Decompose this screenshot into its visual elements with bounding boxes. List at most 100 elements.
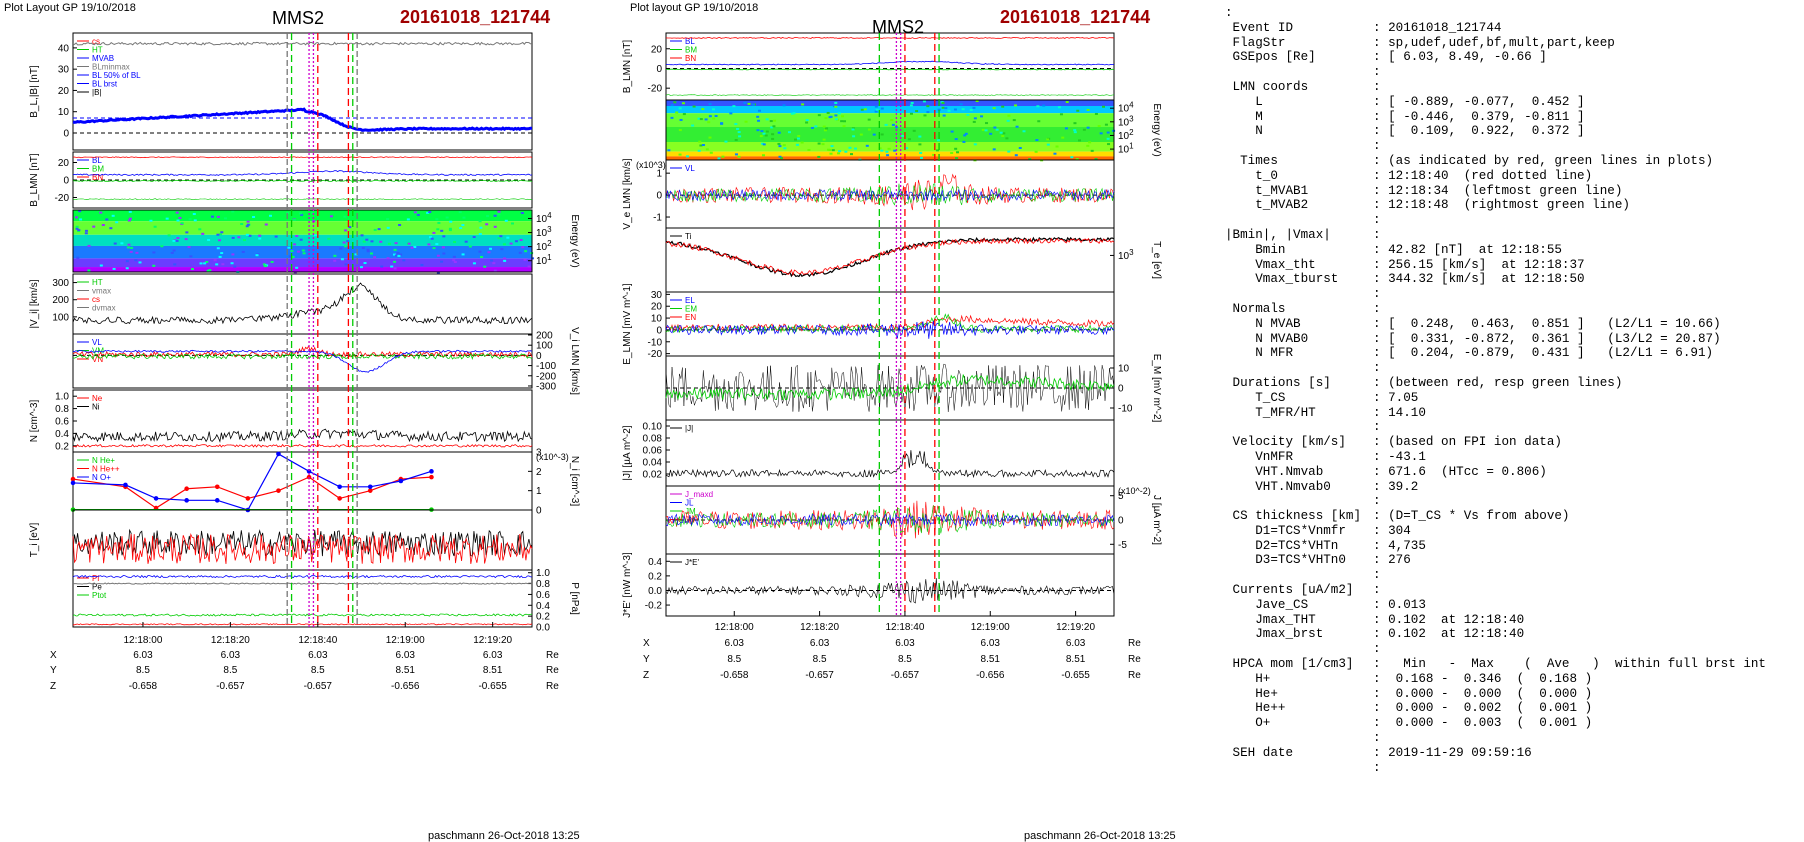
y-axis-label: T_e [eV] [1151,241,1162,279]
x-tick-label: 12:18:00 [123,635,162,646]
data-point [306,469,312,474]
data-point [70,476,76,482]
spectrogram-pixel [1053,152,1057,155]
spectrogram-pixel [1037,120,1041,123]
summary-line: HPCA mom [1/cm3]: Min - Max ( Ave ) with… [1225,657,1800,672]
panel-frame [72,451,533,511]
spectrogram-pixel [394,242,398,245]
legend-label: JM [685,507,696,516]
spectrogram-pixel [699,144,703,147]
summary-key: CS thickness [km] [1225,509,1362,524]
summary-key: T_CS [1225,390,1286,405]
series-line [665,320,1115,339]
spectrogram-pixel [486,215,490,218]
spectrogram-pixel [922,100,926,103]
summary-value: : [ -0.446, 0.379, -0.811 ] [1373,109,1585,124]
spectrogram-pixel [880,133,884,136]
summary-line: Vmax_tburst: 344.32 [km/s] at 12:18:50 [1225,272,1800,287]
spectrogram-band [73,221,532,235]
spectrogram-pixel [472,262,476,265]
y-tick-label: 0.02 [643,470,663,481]
spectrogram-pixel [817,142,821,145]
spectrogram-pixel [301,249,305,252]
spectrogram-pixel [111,214,115,217]
ephemeris-value: 8.5 [898,654,912,665]
spectrogram-pixel [901,134,905,137]
summary-line: t_0: 12:18:40 (red dotted line) [1225,169,1800,184]
spectrogram-pixel [499,235,503,238]
summary-line: : [1225,287,1800,302]
spectrogram-pixel [923,114,927,117]
spectrogram-pixel [907,138,911,141]
spectrogram-pixel [834,101,838,104]
spectrogram-pixel [333,259,337,262]
legend-label: EM [685,305,697,314]
spectrogram-pixel [380,265,384,268]
spectrogram-pixel [796,137,800,140]
spectrogram-pixel [838,150,842,153]
spectrogram-pixel [435,243,439,246]
series-line [72,41,533,46]
spectrogram-pixel [932,153,936,156]
spectrogram-pixel [972,120,976,123]
spectrogram-pixel [814,125,818,128]
spectrogram-pixel [127,243,131,246]
spectrogram-pixel [399,253,403,256]
y-tick-label: 101 [1118,142,1134,156]
spectrogram-pixel [859,133,863,136]
summary-line: He+: 0.000 - 0.000 ( 0.000 ) [1225,687,1800,702]
spectrogram-pixel [298,212,302,215]
spectrogram-pixel [329,215,333,218]
spectrogram-pixel [942,114,946,117]
spectrogram-pixel [394,254,398,257]
y-tick-label: 0 [1118,384,1124,395]
spectrogram-pixel [969,109,973,112]
spectrogram-pixel [437,221,441,224]
spectrogram-pixel [210,215,214,218]
series-line [72,352,533,361]
summary-value: : [1373,139,1381,154]
spectrogram-pixel [297,250,301,253]
spectrogram-pixel [993,126,997,129]
y-tick-label: 104 [536,211,552,225]
summary-value: : 0.102 at 12:18:40 [1373,612,1525,627]
summary-line: : [1225,568,1800,583]
summary-key: N [1225,124,1263,139]
spectrogram-pixel [822,125,826,128]
spectrogram-pixel [885,150,889,153]
legend-label: VN [92,355,103,364]
spectrogram-pixel [712,117,716,120]
ephemeris-value: -0.655 [478,681,507,692]
summary-line: VnMFR: -43.1 [1225,450,1800,465]
y-tick-label: 3 [536,448,542,459]
y-tick-label: 104 [1118,101,1134,115]
ephemeris-value: 8.5 [223,665,237,676]
spectrogram-pixel [1014,154,1018,157]
summary-value: : [1373,65,1381,80]
spectrogram-pixel [975,100,979,103]
ephemeris-value: 8.51 [483,665,503,676]
y-tick-label: 0.2 [536,612,550,623]
ephemeris-unit: Re [1128,654,1141,665]
spectrogram-pixel [956,151,960,154]
spectrogram-pixel [333,254,337,257]
spectrogram-pixel [829,152,833,155]
data-point [214,484,220,490]
spectrogram-band [73,267,532,272]
spectrogram-pixel [393,253,397,256]
spectrogram-pixel [173,263,177,266]
spectrogram-pixel [792,112,796,115]
summary-line: : [1225,731,1800,746]
spectrogram-pixel [1076,109,1080,112]
spectrogram-pixel [206,269,210,272]
ephemeris-value: -0.658 [129,681,158,692]
y-tick-label: -10 [648,337,663,348]
spectrogram-pixel [782,104,786,107]
spectrogram-pixel [493,269,497,272]
summary-key: Jmax_THT [1225,612,1316,627]
spectrogram-pixel [449,220,453,223]
spectrogram-pixel [461,224,465,227]
series-line [72,476,432,509]
ephemeris-value: 8.5 [136,665,150,676]
